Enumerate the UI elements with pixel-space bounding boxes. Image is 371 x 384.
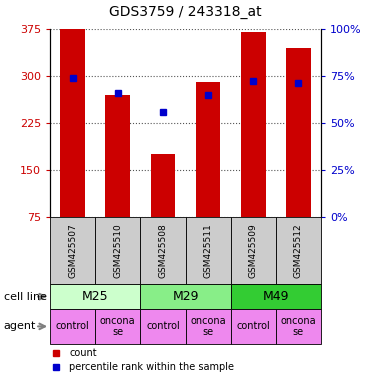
Bar [231, 217, 276, 284]
Bar [186, 309, 231, 344]
Text: oncona
se: oncona se [280, 316, 316, 337]
Text: GSM425508: GSM425508 [158, 223, 167, 278]
Bar [276, 309, 321, 344]
Bar [140, 284, 231, 309]
Bar [231, 284, 321, 309]
Text: GSM425510: GSM425510 [113, 223, 122, 278]
Bar [50, 284, 140, 309]
Bar [140, 309, 186, 344]
Text: percentile rank within the sample: percentile rank within the sample [69, 362, 234, 372]
Bar [231, 309, 276, 344]
Bar [60, 13, 85, 217]
Text: GSM425511: GSM425511 [204, 223, 213, 278]
Text: oncona
se: oncona se [100, 316, 136, 337]
Text: M25: M25 [82, 290, 109, 303]
Bar [286, 48, 311, 217]
Text: GSM425512: GSM425512 [294, 223, 303, 278]
Bar [105, 94, 130, 217]
Text: GSM425509: GSM425509 [249, 223, 258, 278]
Text: M29: M29 [172, 290, 199, 303]
Bar [95, 217, 140, 284]
Text: count: count [69, 348, 97, 358]
Bar [140, 217, 186, 284]
Bar [196, 82, 220, 217]
Bar [95, 309, 140, 344]
Text: GDS3759 / 243318_at: GDS3759 / 243318_at [109, 5, 262, 19]
Bar [276, 217, 321, 284]
Bar [50, 309, 95, 344]
Text: control: control [146, 321, 180, 331]
Text: cell line: cell line [4, 291, 47, 302]
Bar [151, 154, 175, 217]
Bar [186, 217, 231, 284]
Text: control: control [56, 321, 89, 331]
Text: M49: M49 [263, 290, 289, 303]
Bar [50, 217, 95, 284]
Text: oncona
se: oncona se [190, 316, 226, 337]
Bar [241, 32, 266, 217]
Text: control: control [236, 321, 270, 331]
Text: GSM425507: GSM425507 [68, 223, 77, 278]
Text: agent: agent [4, 321, 36, 331]
